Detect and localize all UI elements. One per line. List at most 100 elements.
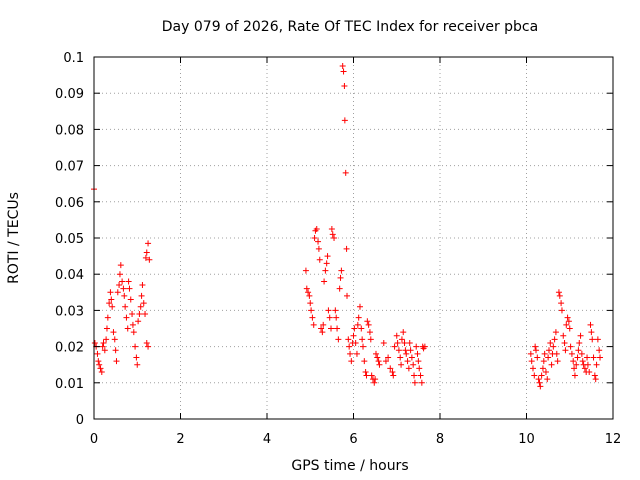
data-point [558,307,565,314]
data-point [588,329,595,336]
data-point [331,235,338,241]
data-point [375,358,382,365]
data-point [367,336,374,343]
data-point [336,285,343,292]
data-point [416,365,423,372]
data-point [411,379,418,386]
data-point [309,314,316,321]
data-point [581,365,588,372]
data-point [123,314,130,321]
y-axis-ticks: 0 0.01 0.02 0.03 0.04 0.05 0.06 0.07 0.08 0.09 0.1 [55,51,613,428]
data-point [361,358,368,365]
data-point [319,329,326,336]
data-point [315,238,322,245]
data-point [347,350,354,357]
data-point [132,343,139,350]
x-tick-label: 8 [436,432,444,447]
data-point [382,358,389,365]
data-point [322,267,329,274]
data-point [138,292,145,299]
data-point [556,292,563,299]
data-point [398,361,405,368]
data-point [570,358,577,365]
data-point [125,278,132,285]
data-point [535,376,542,383]
data-point [577,332,584,339]
data-point [527,350,534,357]
data-point [552,329,559,336]
data-point [103,336,110,343]
y-tick-label: 0.05 [55,232,84,247]
data-point [116,271,123,278]
data-point [539,365,546,372]
data-point [400,329,407,336]
x-tick-label: 2 [176,432,184,447]
data-point [316,256,323,263]
data-point [391,343,398,350]
data-point [362,368,369,375]
y-axis-label: ROTI / TECUs [6,192,22,284]
y-tick-label: 0 [76,413,84,428]
x-axis-ticks: 0 2 4 6 8 10 12 [90,57,621,447]
data-point [403,350,410,357]
data-point [116,282,123,289]
data-point [389,368,396,375]
data-point [586,368,593,375]
data-point [340,68,347,75]
data-point [137,303,144,310]
data-point [333,314,340,321]
data-point [344,292,351,299]
data-point [124,325,131,332]
data-point [554,358,561,365]
data-point [323,260,330,267]
data-point [307,300,314,307]
data-point [302,267,309,274]
y-tick-label: 0.01 [55,377,84,392]
data-point [540,358,547,365]
data-point [121,292,128,299]
data-point [127,296,134,303]
data-point [393,332,400,339]
data-point [589,336,596,343]
data-point [575,347,582,354]
x-tick-label: 10 [518,432,535,447]
data-point [398,336,405,343]
data-point [345,336,352,343]
data-point [133,354,140,361]
data-point [567,343,574,350]
data-point [402,347,409,354]
data-point [325,307,332,314]
data-point [418,379,425,386]
y-tick-label: 0.09 [55,87,84,102]
grid-lines [94,57,613,419]
data-point [343,245,350,252]
x-tick-label: 6 [349,432,357,447]
data-point [108,296,115,303]
data-point [354,321,361,328]
data-point [98,368,105,375]
data-point [315,245,322,252]
data-point [593,361,600,368]
data-point [117,262,124,269]
data-point [303,285,310,292]
y-tick-label: 0.02 [55,341,84,356]
data-point [142,254,149,261]
x-axis-label: GPS time / hours [291,458,408,474]
data-point [417,372,424,379]
data-point [536,379,543,386]
data-point [350,332,357,339]
data-point [531,372,538,379]
data-point [311,235,318,241]
data-point [387,365,394,372]
data-point [574,354,581,361]
data-point [129,311,136,318]
data-point [397,354,404,361]
data-point [126,285,133,292]
data-point [544,376,551,383]
data-point [404,358,411,365]
data-point [99,343,106,350]
data-point [111,336,118,343]
data-point [533,347,540,354]
data-point [413,343,420,350]
data-point [136,311,143,318]
